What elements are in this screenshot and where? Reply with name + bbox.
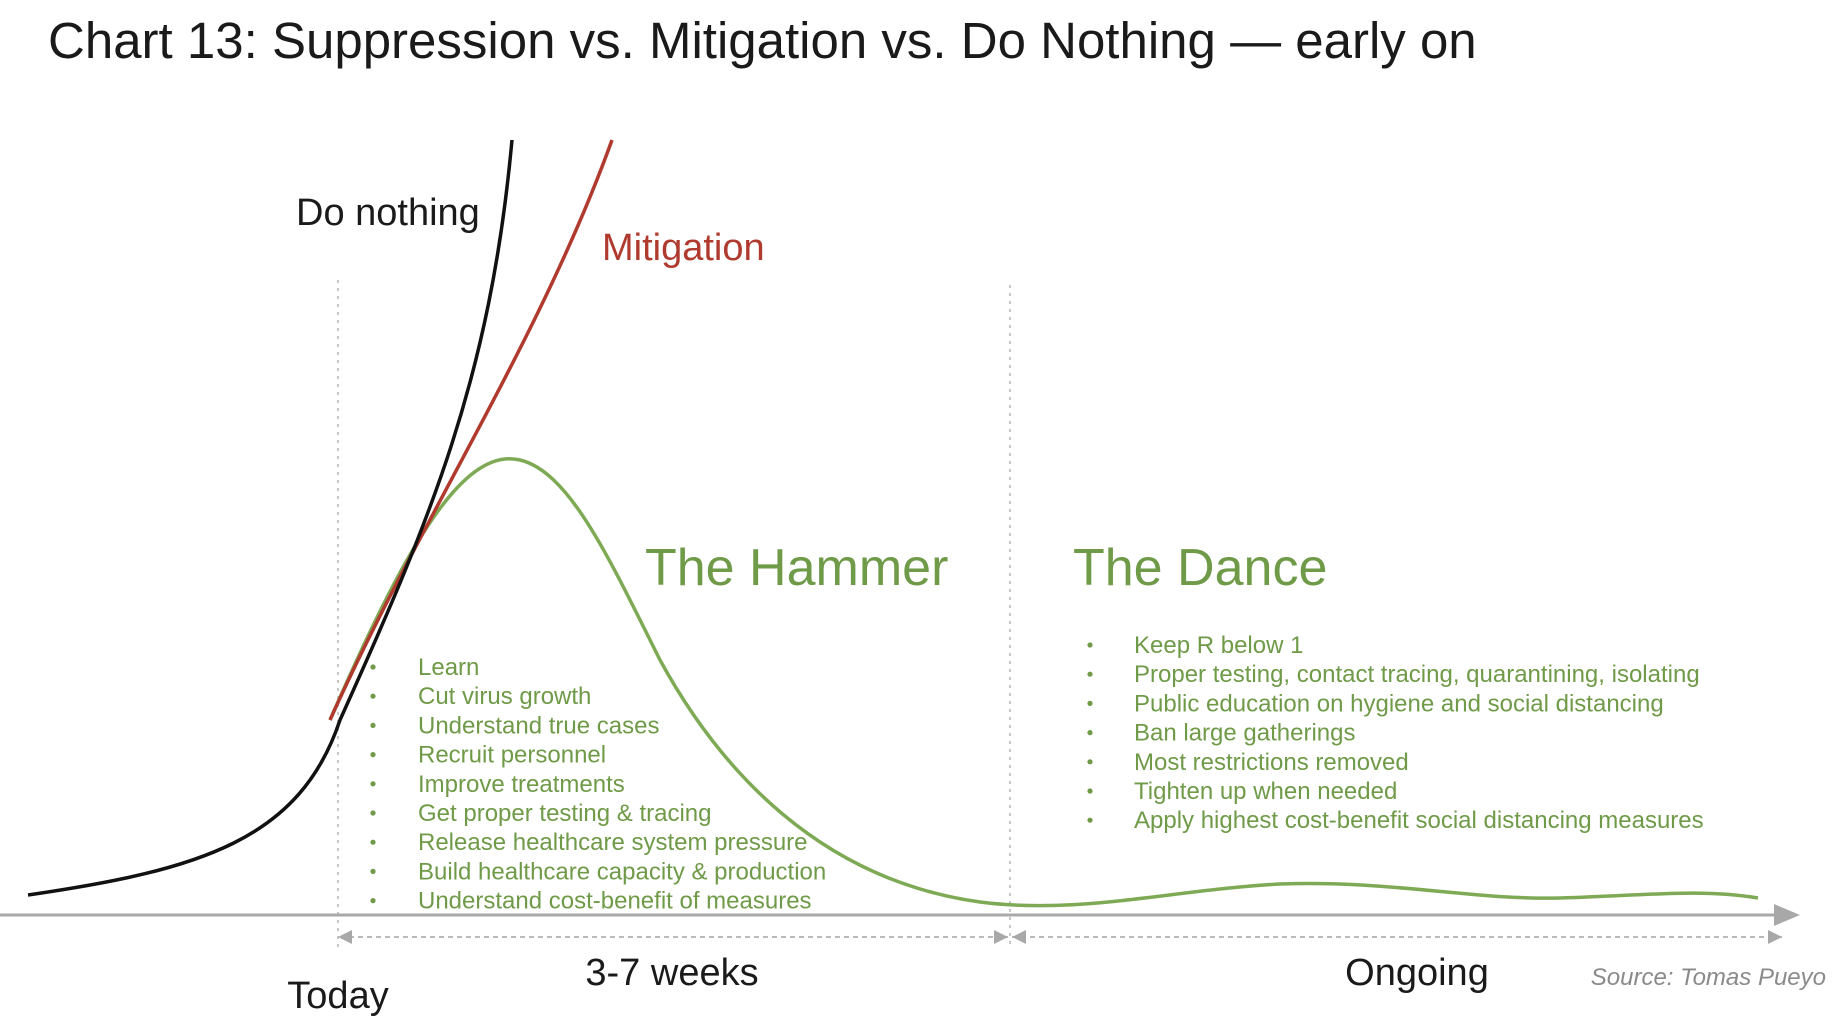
bullet-dot xyxy=(370,693,376,699)
source-credit: Source: Tomas Pueyo xyxy=(1591,964,1826,991)
hammer-arrow-right-head xyxy=(994,930,1008,944)
bullet-item: Apply highest cost-benefit social distan… xyxy=(1134,807,1704,834)
suppression-curve xyxy=(328,456,1759,908)
bullet-dot xyxy=(370,781,376,787)
x-axis-arrow xyxy=(1774,904,1800,926)
bullet-item: Cut virus growth xyxy=(418,683,591,710)
bullet-item: Keep R below 1 xyxy=(1134,632,1303,659)
bullet-item: Get proper testing & tracing xyxy=(418,800,711,827)
bullet-dot xyxy=(1087,759,1093,765)
hammer-arrow-left-head xyxy=(338,930,352,944)
bullet-item: Public education on hygiene and social d… xyxy=(1134,690,1664,717)
chart-title: Chart 13: Suppression vs. Mitigation vs.… xyxy=(48,12,1477,69)
bullet-item: Tighten up when needed xyxy=(1134,778,1397,805)
bullet-dot xyxy=(1087,671,1093,677)
bullet-item: Understand cost-benefit of measures xyxy=(418,888,812,915)
bullet-dot xyxy=(1087,730,1093,736)
dance-title: The Dance xyxy=(1073,539,1327,597)
mitigation-label: Mitigation xyxy=(602,227,765,269)
bullet-dot xyxy=(370,722,376,729)
bullet-dot xyxy=(370,898,376,904)
bullet-dot xyxy=(1087,642,1093,648)
bullet-item: Improve treatments xyxy=(418,771,625,798)
bullet-item: Understand true cases xyxy=(418,712,659,739)
hammer-title: The Hammer xyxy=(645,539,948,597)
bullet-item: Release healthcare system pressure xyxy=(418,829,808,856)
bullet-item: Learn xyxy=(418,654,479,681)
hammer-duration-label: 3-7 weeks xyxy=(585,952,758,994)
do-nothing-curve xyxy=(27,139,514,897)
bullet-dot xyxy=(370,810,376,816)
bullet-item: Ban large gatherings xyxy=(1134,720,1355,747)
bullet-item: Most restrictions removed xyxy=(1134,749,1409,776)
bullet-item: Proper testing, contact tracing, quarant… xyxy=(1134,661,1700,688)
dance-arrow-right-head xyxy=(1768,930,1782,944)
bullet-item: Recruit personnel xyxy=(418,742,606,769)
bullet-item: Build healthcare capacity & production xyxy=(418,858,826,885)
bullet-dot xyxy=(1087,788,1093,794)
mitigation-curve xyxy=(328,139,614,721)
dance-duration-label: Ongoing xyxy=(1345,952,1489,994)
bullet-dot xyxy=(1087,817,1093,823)
bullet-dot xyxy=(370,839,376,845)
dance-arrow-left-head xyxy=(1012,930,1026,944)
do-nothing-label: Do nothing xyxy=(296,192,480,234)
bullet-dot xyxy=(370,664,376,670)
bullet-dot xyxy=(370,868,376,875)
bullet-dot xyxy=(1087,700,1093,707)
today-label: Today xyxy=(287,975,388,1017)
bullet-dot xyxy=(370,752,376,758)
